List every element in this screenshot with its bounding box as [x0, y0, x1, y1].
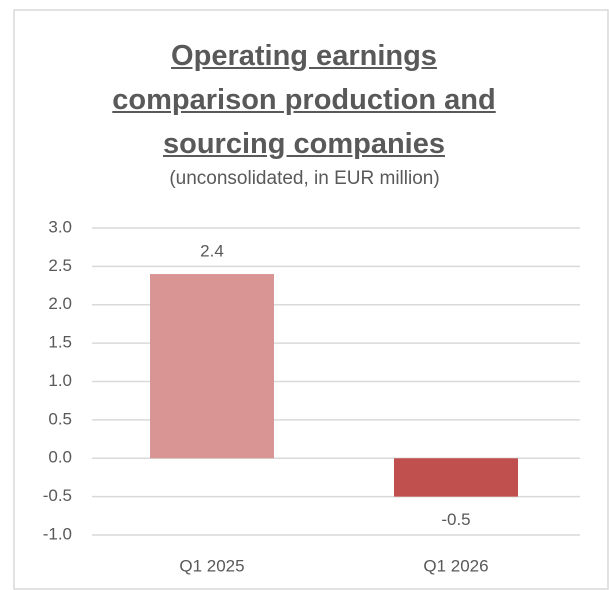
data-label: -0.5 — [441, 510, 470, 529]
data-label: 2.4 — [200, 242, 224, 261]
y-tick-label: 0.0 — [48, 448, 72, 467]
y-tick-label: 0.5 — [48, 409, 72, 428]
x-tick-label: Q1 2026 — [423, 556, 488, 575]
x-tick-label: Q1 2025 — [179, 556, 244, 575]
y-tick-label: 3.0 — [48, 217, 72, 236]
bar — [150, 274, 274, 459]
y-tick-label: 1.5 — [48, 333, 72, 352]
y-tick-label: 1.0 — [48, 371, 72, 390]
chart-title: Operating earnings comparison production… — [112, 40, 496, 160]
y-tick-label: 2.5 — [48, 256, 72, 275]
chart-border — [13, 9, 609, 590]
bar — [394, 458, 518, 497]
y-tick-label: -0.5 — [43, 486, 72, 505]
chart-subtitle: (unconsolidated, in EUR million) — [169, 168, 440, 189]
y-tick-label: 2.0 — [48, 294, 72, 313]
y-tick-label: -1.0 — [43, 524, 72, 543]
